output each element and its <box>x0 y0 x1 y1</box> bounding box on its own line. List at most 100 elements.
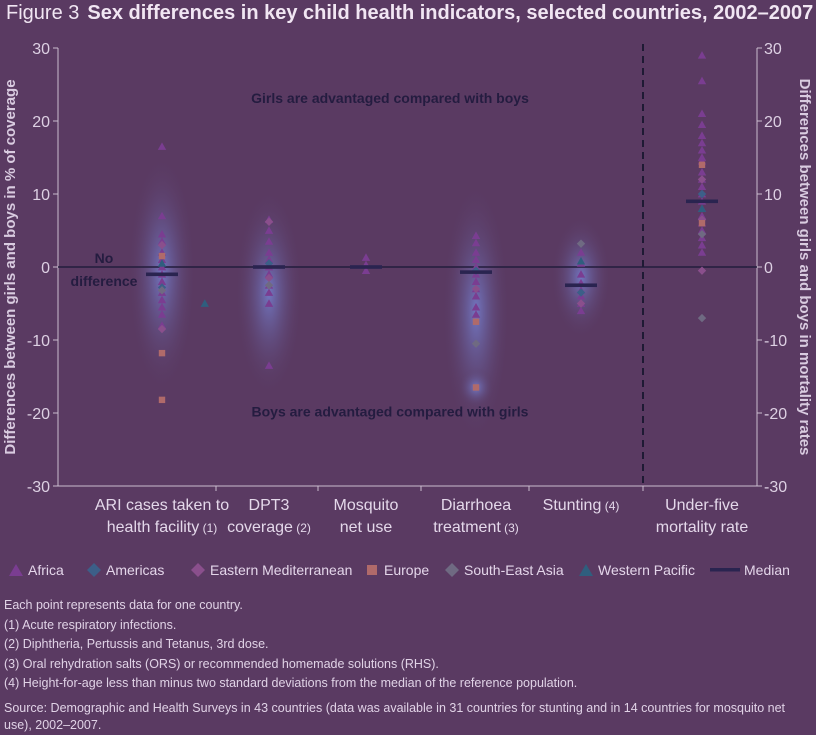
data-point-africa <box>361 266 371 275</box>
data-point-western-pacific <box>697 204 707 212</box>
data-point-africa <box>697 167 707 176</box>
y-tick-label-left: -30 <box>27 479 50 496</box>
x-category-label: Mosquito <box>334 497 399 514</box>
diamond-icon <box>191 563 205 577</box>
data-point-western-pacific <box>200 299 209 307</box>
y-tick-label-left: -10 <box>27 333 50 350</box>
data-point-eastern-mediterranean <box>157 324 167 334</box>
data-point-africa <box>264 299 274 307</box>
scatter-chart: 30 30 20 20 10 10 0 0 -10 -10 -20 -20 -30 -30 Differen… <box>2 41 813 536</box>
square-icon <box>367 565 377 575</box>
data-point-africa <box>697 109 707 118</box>
y-tick-label-right: 0 <box>764 260 773 277</box>
x-category-label: DPT3 <box>249 497 290 514</box>
note-1-text: Acute respiratory infections. <box>22 617 177 632</box>
annotation-no-difference: No <box>95 250 114 266</box>
median-marker <box>565 283 597 288</box>
x-category-label: Under-five <box>665 497 739 514</box>
data-point-africa <box>697 248 707 256</box>
note-2: (2) Diphtheria, Pertussis and Tetanus, 3… <box>4 635 812 655</box>
data-point-africa <box>697 76 707 85</box>
data-point-africa <box>471 277 481 285</box>
figure-notes: Each point represents data for one count… <box>4 596 812 734</box>
legend-label-americas: Americas <box>106 562 165 578</box>
data-point-africa <box>264 361 274 369</box>
data-point-africa <box>471 302 481 311</box>
median-marker <box>146 272 178 277</box>
annotation-girls-advantaged: Girls are advantaged compared with boys <box>251 90 529 106</box>
y-tick-label-left: -20 <box>27 406 50 423</box>
data-point-south-east-asia <box>576 239 586 248</box>
triangle-icon <box>9 564 23 576</box>
note-4: (4) Height-for-age less than minus two s… <box>4 674 812 694</box>
legend-item-europe: Europe <box>364 562 429 578</box>
y-axis-title-right: Differences between girls and boys in mo… <box>796 79 813 456</box>
data-point-africa <box>157 295 167 304</box>
data-point-africa <box>264 248 274 256</box>
y-axis-title-left: Differences between girls and boys in % … <box>2 79 19 454</box>
data-point-eastern-mediterranean <box>264 217 274 226</box>
x-category-label: health facility (1) <box>107 519 218 536</box>
legend: Africa Americas Eastern Mediterranean Eu… <box>6 562 816 584</box>
data-point-europe <box>472 318 480 325</box>
data-point-eastern-mediterranean <box>576 299 586 308</box>
data-point-south-east-asia <box>471 339 481 348</box>
legend-label-africa: Africa <box>28 562 64 578</box>
data-point-eastern-mediterranean <box>697 266 707 275</box>
data-point-south-east-asia <box>264 281 274 290</box>
legend-item-median: Median <box>710 562 790 578</box>
note-3: (3) Oral rehydration salts (ORS) or reco… <box>4 655 812 675</box>
data-point-africa <box>471 238 481 247</box>
data-point-africa <box>264 288 274 296</box>
data-point-europe <box>158 396 166 404</box>
data-point-africa <box>157 211 167 220</box>
data-point-africa <box>264 226 274 234</box>
legend-label-south-east-asia: South-East Asia <box>464 562 564 578</box>
x-category-label: ARI cases taken to <box>95 497 229 514</box>
note-4-text: Height-for-age less than minus two stand… <box>22 676 578 690</box>
note-3-number: (3) <box>4 656 20 671</box>
median-marker <box>253 265 285 269</box>
data-point-africa <box>157 229 167 238</box>
legend-label-europe: Europe <box>384 562 430 578</box>
y-tick-label-right: 10 <box>764 187 782 204</box>
y-tick-label-left: 10 <box>32 187 50 204</box>
data-point-eastern-mediterranean <box>264 273 274 283</box>
x-category-label: net use <box>340 519 393 536</box>
y-tick-label-left: 30 <box>32 41 50 58</box>
data-point-africa <box>264 237 274 245</box>
data-point-africa <box>361 253 371 261</box>
note-1: (1) Acute respiratory infections. <box>4 616 812 636</box>
data-point-africa <box>471 255 481 264</box>
x-category-label: mortality rate <box>656 519 749 536</box>
x-category-label: coverage (2) <box>227 519 311 536</box>
data-point-africa <box>697 146 707 154</box>
note-2-number: (2) <box>4 637 20 651</box>
diamond-icon <box>87 563 101 577</box>
x-category-label: treatment (3) <box>433 519 519 536</box>
median-line-icon <box>710 568 740 572</box>
data-point-western-pacific <box>576 256 586 265</box>
annotation-no-difference: difference <box>71 273 138 289</box>
note-intro: Each point represents data for one count… <box>4 598 243 612</box>
data-point-africa <box>697 131 707 139</box>
x-category-label: Diarrhoea <box>441 497 511 514</box>
y-tick-label-left: 0 <box>41 260 50 277</box>
data-point-africa <box>157 277 167 285</box>
legend-item-western-pacific: Western Pacific <box>578 562 695 578</box>
data-point-africa <box>576 270 586 278</box>
median-marker <box>350 265 382 269</box>
data-point-europe <box>472 384 480 391</box>
data-point-south-east-asia <box>697 229 707 239</box>
data-point-africa <box>157 142 167 150</box>
data-point-eastern-mediterranean <box>697 175 707 184</box>
y-tick-label-right: -10 <box>764 333 787 350</box>
y-tick-label-right: 30 <box>764 41 782 58</box>
data-point-europe <box>158 349 166 357</box>
data-point-europe <box>158 252 166 260</box>
figure-heading: Sex differences in key child health indi… <box>87 2 814 24</box>
figure-title: Figure 3 Sex differences in key child hea… <box>6 2 816 28</box>
data-point-africa <box>697 240 707 249</box>
legend-item-africa: Africa <box>8 562 64 578</box>
y-tick-label-right: -30 <box>764 479 787 496</box>
